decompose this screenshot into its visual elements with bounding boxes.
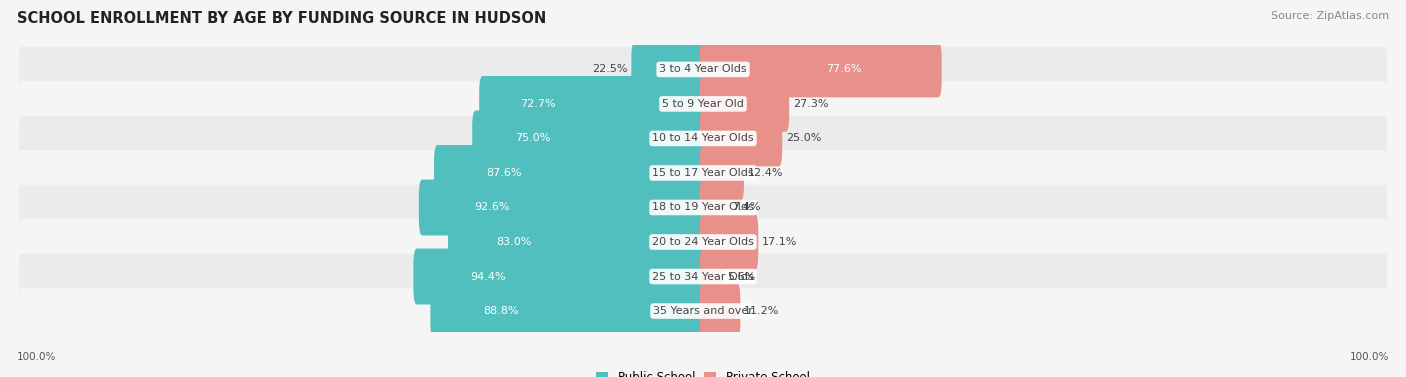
FancyBboxPatch shape	[419, 179, 706, 236]
FancyBboxPatch shape	[472, 110, 706, 166]
FancyBboxPatch shape	[18, 185, 1388, 234]
Text: 92.6%: 92.6%	[475, 202, 510, 213]
FancyBboxPatch shape	[434, 145, 706, 201]
Text: Source: ZipAtlas.com: Source: ZipAtlas.com	[1271, 11, 1389, 21]
Text: 94.4%: 94.4%	[471, 271, 506, 282]
FancyBboxPatch shape	[18, 116, 1388, 165]
FancyBboxPatch shape	[700, 283, 741, 339]
Text: 100.0%: 100.0%	[1350, 352, 1389, 362]
Text: 5 to 9 Year Old: 5 to 9 Year Old	[662, 99, 744, 109]
Text: 25 to 34 Year Olds: 25 to 34 Year Olds	[652, 271, 754, 282]
Text: 5.6%: 5.6%	[727, 271, 755, 282]
FancyBboxPatch shape	[18, 150, 1388, 199]
FancyBboxPatch shape	[18, 254, 1388, 303]
Text: 3 to 4 Year Olds: 3 to 4 Year Olds	[659, 64, 747, 74]
Text: 20 to 24 Year Olds: 20 to 24 Year Olds	[652, 237, 754, 247]
FancyBboxPatch shape	[700, 41, 942, 97]
FancyBboxPatch shape	[430, 283, 706, 339]
Text: 12.4%: 12.4%	[748, 168, 783, 178]
FancyBboxPatch shape	[18, 219, 1388, 268]
Text: 18 to 19 Year Olds: 18 to 19 Year Olds	[652, 202, 754, 213]
FancyBboxPatch shape	[700, 76, 789, 132]
FancyBboxPatch shape	[479, 76, 706, 132]
Text: 77.6%: 77.6%	[827, 64, 862, 74]
Text: 35 Years and over: 35 Years and over	[652, 306, 754, 316]
FancyBboxPatch shape	[449, 214, 706, 270]
FancyBboxPatch shape	[700, 214, 758, 270]
Text: 15 to 17 Year Olds: 15 to 17 Year Olds	[652, 168, 754, 178]
Text: 27.3%: 27.3%	[793, 99, 828, 109]
FancyBboxPatch shape	[700, 179, 728, 236]
Text: 83.0%: 83.0%	[496, 237, 531, 247]
FancyBboxPatch shape	[18, 288, 1388, 337]
FancyBboxPatch shape	[700, 145, 744, 201]
FancyBboxPatch shape	[700, 248, 724, 305]
Text: 10 to 14 Year Olds: 10 to 14 Year Olds	[652, 133, 754, 143]
Text: 72.7%: 72.7%	[520, 99, 555, 109]
Text: 17.1%: 17.1%	[762, 237, 797, 247]
FancyBboxPatch shape	[631, 41, 706, 97]
Legend: Public School, Private School: Public School, Private School	[592, 366, 814, 377]
FancyBboxPatch shape	[700, 110, 782, 166]
Text: 100.0%: 100.0%	[17, 352, 56, 362]
Text: 22.5%: 22.5%	[592, 64, 628, 74]
FancyBboxPatch shape	[18, 47, 1388, 96]
Text: 7.4%: 7.4%	[733, 202, 761, 213]
Text: 87.6%: 87.6%	[486, 168, 522, 178]
Text: 75.0%: 75.0%	[515, 133, 550, 143]
Text: 25.0%: 25.0%	[786, 133, 821, 143]
Text: 11.2%: 11.2%	[744, 306, 779, 316]
FancyBboxPatch shape	[18, 81, 1388, 130]
FancyBboxPatch shape	[413, 248, 706, 305]
Text: SCHOOL ENROLLMENT BY AGE BY FUNDING SOURCE IN HUDSON: SCHOOL ENROLLMENT BY AGE BY FUNDING SOUR…	[17, 11, 546, 26]
Text: 88.8%: 88.8%	[484, 306, 519, 316]
